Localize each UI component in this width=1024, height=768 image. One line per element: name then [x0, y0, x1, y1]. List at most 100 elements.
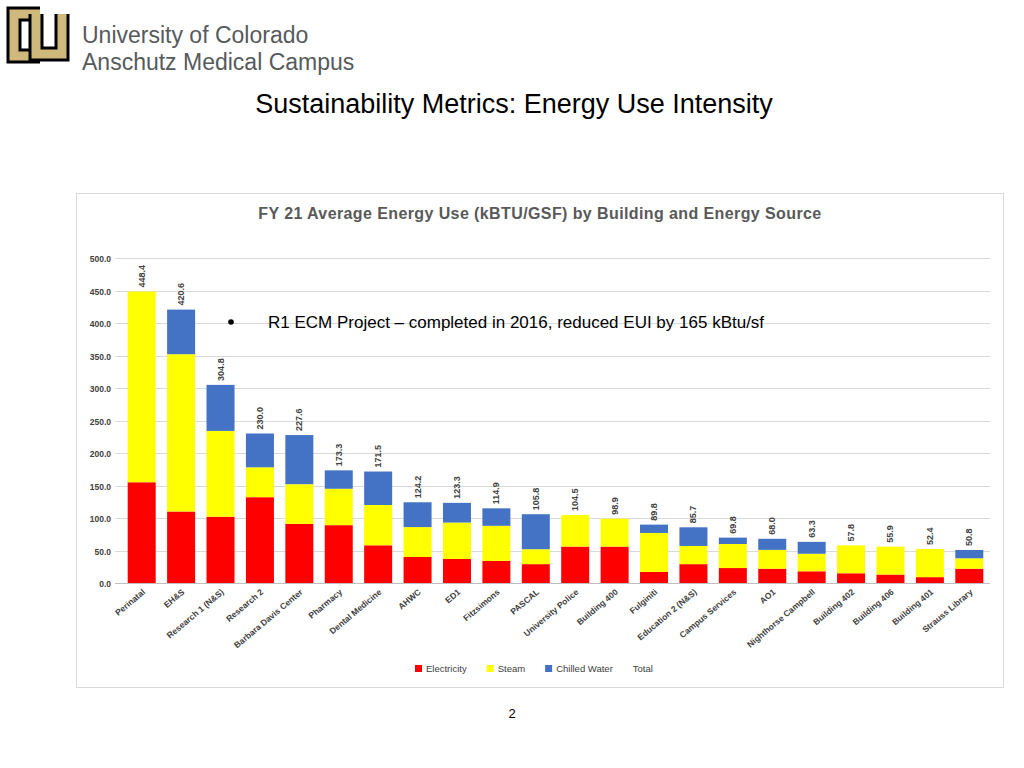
x-tick-label: Barbara Davis Center: [232, 586, 305, 650]
bar-segment: [167, 354, 195, 511]
total-label: 69.8: [728, 516, 738, 534]
total-label: 114.9: [491, 482, 501, 504]
total-label: 52.4: [925, 527, 935, 545]
bar-segment: [561, 515, 589, 516]
bar-segment: [404, 502, 432, 527]
total-label: 63.3: [807, 520, 817, 538]
bar-segment: [404, 557, 432, 583]
legend-swatch: [487, 665, 494, 672]
total-label: 98.9: [610, 497, 620, 515]
bar-segment: [482, 508, 510, 525]
y-tick-label: 0.0: [99, 579, 111, 589]
chart-frame: [77, 194, 1004, 688]
bar-segment: [679, 564, 707, 583]
total-label: 448.4: [137, 265, 147, 288]
bar-segment: [837, 545, 865, 573]
grid-line: [115, 356, 990, 357]
bar-segment: [955, 550, 983, 558]
chart-title: FY 21 Average Energy Use (kBTU/GSF) by B…: [258, 205, 821, 222]
bar-segment: [246, 434, 274, 468]
x-tick-label: Fulginiti: [628, 587, 660, 616]
x-tick-label: Research 1 (N&S): [165, 587, 226, 641]
bar-segment: [601, 519, 629, 547]
legend-label: Steam: [498, 663, 526, 674]
grid-line: [115, 291, 990, 292]
total-label: 85.7: [688, 506, 698, 524]
legend-swatch: [415, 665, 422, 672]
bar-segment: [955, 558, 983, 568]
institution-name: Anschutz Medical Campus: [82, 49, 354, 75]
x-tick-label: AHWC: [396, 587, 423, 612]
bar-segment: [364, 545, 392, 583]
bar-segment: [285, 524, 313, 583]
grid-line: [115, 258, 990, 259]
bar-segment: [758, 550, 786, 569]
x-tick-label: Building 400: [575, 587, 620, 627]
bar-segment: [443, 523, 471, 559]
bar-segment: [207, 385, 235, 431]
bar-segment: [876, 546, 904, 547]
slide-title: Sustainability Metrics: Energy Use Inten…: [255, 89, 773, 119]
bar-segment: [837, 573, 865, 583]
bar-segment: [325, 525, 353, 583]
total-label: 227.6: [294, 409, 304, 432]
bar-segment: [167, 512, 195, 584]
x-tick-label: PASCAL: [508, 587, 541, 617]
bar-segment: [325, 470, 353, 488]
total-label: 123.3: [452, 476, 462, 499]
x-tick-label: Research 2: [224, 587, 265, 624]
bar-segment: [285, 484, 313, 524]
bar-segment: [876, 575, 904, 583]
bar-segment: [246, 467, 274, 497]
bar-segment: [798, 554, 826, 572]
bar-segment: [719, 544, 747, 568]
total-label: 55.9: [885, 525, 895, 543]
bar-segment: [364, 472, 392, 505]
bar-segment: [128, 291, 156, 292]
bar-segment: [719, 538, 747, 544]
bar-segment: [522, 564, 550, 583]
x-tick-label: Pharmacy: [306, 587, 344, 621]
bar-segment: [522, 514, 550, 549]
y-tick-label: 100.0: [90, 514, 112, 524]
bar-segment: [916, 577, 944, 583]
bar-segment: [285, 435, 313, 484]
total-label: 124.2: [413, 476, 423, 499]
x-tick-label: EH&S: [162, 587, 187, 610]
grid-line: [115, 421, 990, 422]
y-tick-label: 250.0: [90, 417, 112, 427]
bar-segment: [364, 505, 392, 545]
bar-segment: [482, 561, 510, 583]
bar-segment: [876, 547, 904, 575]
bar-segment: [128, 482, 156, 583]
x-tick-label: Strauss Library: [920, 587, 974, 635]
logo-u-outline: [36, 14, 62, 54]
bar-segment: [207, 517, 235, 583]
bar-segment: [404, 527, 432, 557]
logo-u: [36, 14, 62, 54]
x-tick-label: Building 406: [851, 587, 896, 627]
slide: University of ColoradoAnschutz Medical C…: [0, 0, 1024, 768]
total-label: 68.0: [767, 517, 777, 535]
bullet: [228, 319, 234, 325]
bar-segment: [640, 533, 668, 572]
x-tick-label: Fitzsimons: [461, 587, 502, 623]
bar-segment: [679, 546, 707, 564]
x-tick-label: Perinatal: [113, 587, 147, 618]
bar-segment: [443, 503, 471, 523]
legend-swatch: [545, 665, 552, 672]
bar-segment: [679, 527, 707, 546]
y-tick-label: 450.0: [90, 287, 112, 297]
bar-segment: [443, 559, 471, 583]
bar-segment: [758, 539, 786, 550]
x-tick-label: Building 402: [811, 587, 856, 627]
background: [0, 0, 1024, 768]
institution-name: University of Colorado: [82, 22, 308, 48]
bar-segment: [640, 572, 668, 583]
total-label: 105.8: [531, 488, 541, 511]
bar-segment: [561, 515, 589, 547]
y-tick-label: 300.0: [90, 384, 112, 394]
total-label: 50.8: [964, 528, 974, 546]
bar-segment: [758, 569, 786, 583]
bar-segment: [601, 547, 629, 583]
